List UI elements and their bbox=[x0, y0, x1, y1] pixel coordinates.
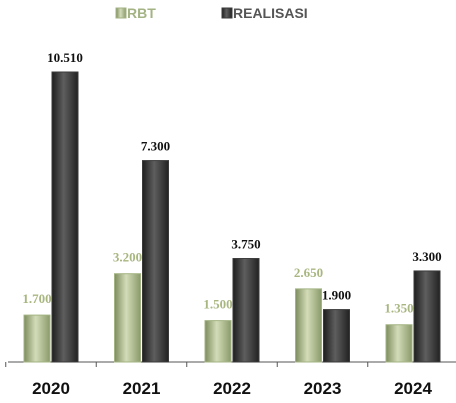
bar bbox=[114, 273, 141, 363]
value-label: 1.900 bbox=[322, 288, 351, 303]
x-tick-label: 2020 bbox=[32, 379, 70, 398]
bar bbox=[142, 160, 169, 363]
legend-swatch bbox=[221, 7, 233, 19]
bar bbox=[204, 320, 232, 363]
legend-label: REALISASI bbox=[233, 5, 308, 21]
value-label: 3.300 bbox=[412, 249, 441, 264]
value-label: 1.500 bbox=[203, 297, 232, 312]
value-label: 1.350 bbox=[384, 301, 413, 316]
bar bbox=[232, 258, 260, 363]
legend-label: RBT bbox=[127, 5, 156, 21]
x-tick-label: 2022 bbox=[213, 379, 251, 398]
x-tick-label: 2021 bbox=[123, 379, 161, 398]
value-label: 2.650 bbox=[294, 265, 323, 280]
value-label: 3.750 bbox=[231, 237, 260, 252]
bar bbox=[323, 309, 350, 363]
value-label: 7.300 bbox=[141, 139, 170, 154]
value-label: 10.510 bbox=[47, 50, 83, 65]
value-label: 3.200 bbox=[113, 250, 142, 265]
bar bbox=[51, 71, 79, 363]
x-tick-label: 2024 bbox=[394, 379, 432, 398]
x-tick-label: 2023 bbox=[304, 379, 342, 398]
bar bbox=[295, 288, 322, 363]
bar bbox=[413, 270, 441, 363]
bar bbox=[385, 324, 413, 363]
legend-swatch bbox=[115, 7, 127, 19]
value-label: 1.700 bbox=[22, 291, 51, 306]
bar bbox=[23, 314, 51, 363]
